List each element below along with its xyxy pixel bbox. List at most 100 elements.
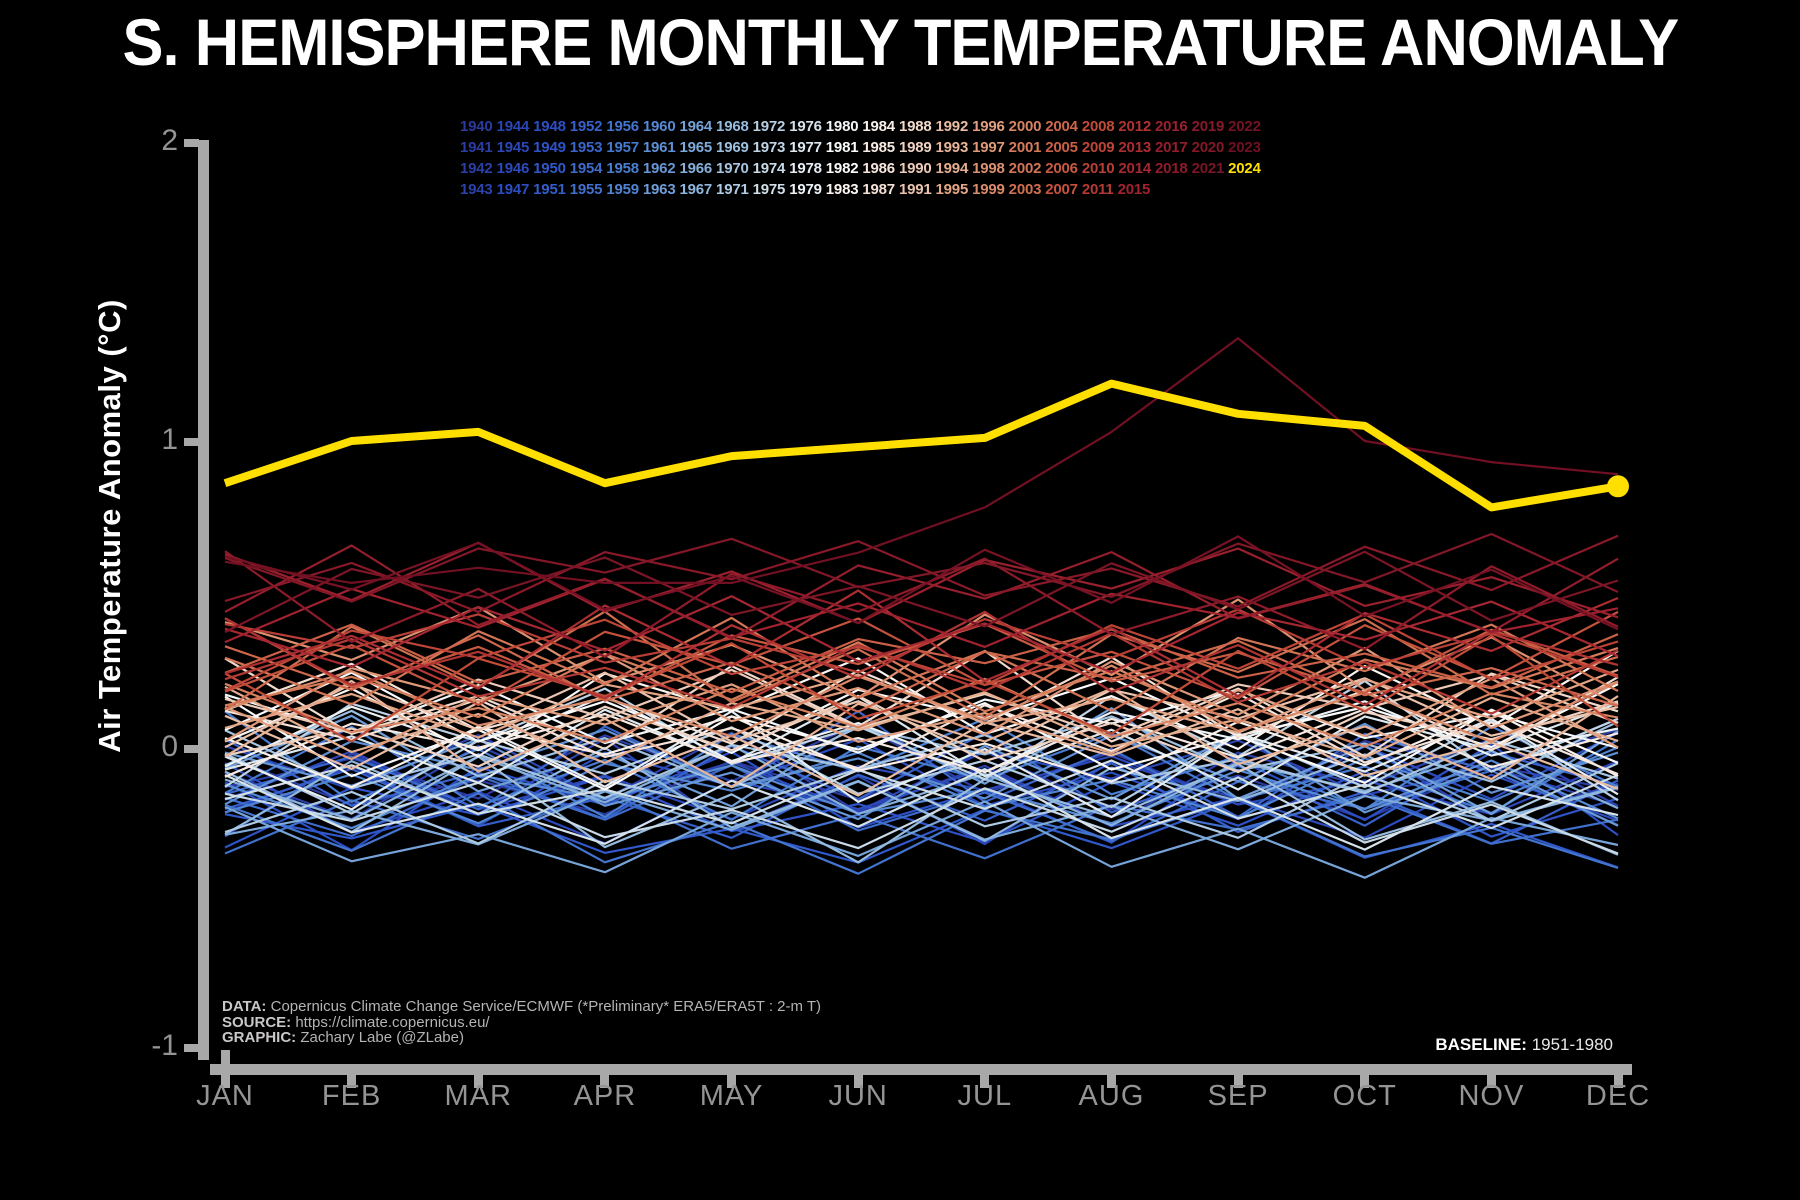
x-tick-label-OCT: OCT [1332, 1080, 1397, 1112]
x-tick-mark-JUL [980, 1075, 990, 1088]
y-axis-line [198, 140, 209, 1060]
legend-year-1977: 1977 [789, 139, 822, 156]
x-tick-mark-MAR [473, 1075, 483, 1088]
legend-year-2017: 2017 [1154, 139, 1188, 156]
legend-year-1998: 1998 [972, 160, 1005, 177]
credit-data-label: DATA: [222, 998, 267, 1015]
legend-year-1962: 1962 [642, 160, 676, 177]
line-2014 [224, 595, 1619, 674]
legend-year-1946: 1946 [496, 160, 530, 177]
x-tick-label-AUG: AUG [1078, 1080, 1145, 1112]
line-2022 [224, 535, 1619, 631]
credit-graphic-label: GRAPHIC: [222, 1029, 297, 1046]
y-tick-label-0: 0 [161, 730, 178, 763]
line-1957 [224, 725, 1619, 821]
line-2000 [224, 677, 1619, 748]
legend-year-1952: 1952 [569, 118, 603, 135]
legend-year-1980: 1980 [825, 118, 859, 135]
x-tick-mark-NOV [1486, 1075, 1496, 1088]
x-tick-mark-JUN [853, 1075, 863, 1088]
y-tick-label--1: -1 [151, 1029, 178, 1062]
legend-year-2007: 2007 [1045, 181, 1078, 198]
credits-block: DATA: Copernicus Climate Change Service/… [222, 999, 821, 1046]
legend-year-1963: 1963 [642, 181, 676, 198]
legend-year-2012: 2012 [1118, 118, 1151, 135]
baseline-value: 1951-1980 [1526, 1035, 1613, 1054]
legend-year-1986: 1986 [862, 160, 895, 177]
line-2003 [224, 610, 1619, 719]
x-tick-mark-AUG [1106, 1075, 1116, 1088]
legend-row-1: 1940 1944 1948 1952 1956 1960 1964 1968 1972 1976… [460, 116, 1261, 137]
legend-year-1968: 1968 [716, 118, 749, 135]
legend-row-4: 1943 1947 1951 1955 1959 1963 1967 1971 1975 1979… [460, 179, 1261, 200]
x-axis-left-cap [221, 1050, 230, 1064]
line-1948 [224, 743, 1619, 852]
legend-year-1964: 1964 [679, 118, 713, 135]
x-tick-label-JUL: JUL [957, 1080, 1013, 1112]
line-2012 [224, 610, 1619, 707]
credit-graphic-text: Zachary Labe (@ZLabe) [296, 1029, 464, 1046]
legend-year-2019: 2019 [1191, 118, 1225, 135]
legend-year-1955: 1955 [569, 181, 603, 198]
legend-year-2008: 2008 [1081, 118, 1115, 135]
line-1985 [224, 707, 1619, 778]
x-tick-mark-OCT [1360, 1075, 1370, 1088]
x-tick-label-DEC: DEC [1585, 1080, 1651, 1112]
y-tick-mark-1 [184, 438, 199, 446]
credit-data-text: Copernicus Climate Change Service/ECMWF … [266, 998, 822, 1015]
x-tick-label-SEP: SEP [1207, 1080, 1269, 1112]
legend-year-1965: 1965 [679, 139, 713, 156]
y-axis-title: Air Temperature Anomaly (°C) [92, 299, 127, 753]
legend-year-1947: 1947 [496, 181, 530, 198]
legend-year-2024: 2024 [1228, 160, 1261, 177]
legend-row-2: 1941 1945 1949 1953 1957 1961 1965 1969 1973 1977… [460, 137, 1261, 158]
line-1993 [224, 679, 1619, 788]
credit-source-text: https://climate.copernicus.eu/ [291, 1013, 490, 1031]
legend-year-1953: 1953 [569, 139, 603, 156]
line-1962 [224, 731, 1619, 827]
x-tick-label-JUN: JUN [828, 1080, 888, 1112]
x-tick-label-APR: APR [573, 1080, 637, 1112]
line-1988 [224, 649, 1619, 758]
legend-year-2013: 2013 [1118, 139, 1151, 156]
credit-source: SOURCE: https://climate.copernicus.eu/ [222, 1013, 821, 1031]
line-2020 [224, 532, 1619, 603]
legend-year-1974: 1974 [752, 160, 786, 177]
legend-year-1970: 1970 [716, 160, 749, 177]
legend-year-1959: 1959 [606, 181, 639, 198]
legend-year-2021: 2021 [1191, 160, 1225, 177]
legend-year-1961: 1961 [642, 139, 676, 156]
year-legend: 1940 1944 1948 1952 1956 1960 1964 1968 1972 1976… [460, 116, 1261, 200]
legend-year-2011: 2011 [1081, 181, 1114, 198]
line-1968 [224, 755, 1619, 864]
line-2024-highlight [223, 379, 1619, 512]
legend-year-1975: 1975 [752, 181, 786, 198]
legend-year-2000: 2000 [1008, 118, 1042, 135]
legend-year-1988: 1988 [898, 118, 932, 135]
x-tick-label-FEB: FEB [321, 1080, 382, 1112]
legend-year-2015: 2015 [1117, 181, 1151, 198]
legend-year-1990: 1990 [898, 160, 932, 177]
legend-year-1976: 1976 [789, 118, 822, 135]
x-axis-line [210, 1064, 1632, 1075]
line-1974 [224, 776, 1619, 855]
legend-year-1997: 1997 [972, 139, 1005, 156]
legend-year-1989: 1989 [898, 139, 932, 156]
x-tick-mark-SEP [1233, 1075, 1243, 1088]
legend-year-1999: 1999 [972, 181, 1005, 198]
legend-year-2020: 2020 [1191, 139, 1225, 156]
legend-year-1956: 1956 [606, 118, 639, 135]
line-1972 [224, 719, 1619, 815]
baseline-note: BASELINE: 1951-1980 [0, 1035, 1613, 1055]
x-tick-mark-MAY [727, 1075, 737, 1088]
line-1969 [224, 709, 1619, 789]
baseline-label: BASELINE: [1435, 1035, 1527, 1054]
legend-year-1943: 1943 [460, 181, 493, 198]
legend-year-1991: 1991 [898, 181, 932, 198]
legend-year-2018: 2018 [1154, 160, 1188, 177]
legend-year-1972: 1972 [752, 118, 786, 135]
y-tick-label-2: 2 [161, 124, 178, 157]
legend-year-1996: 1996 [972, 118, 1005, 135]
